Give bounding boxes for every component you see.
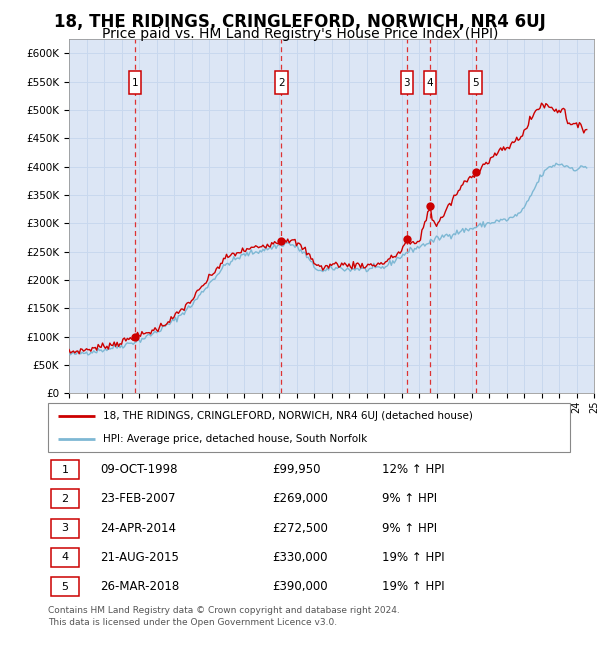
Text: 3: 3 — [61, 523, 68, 533]
Text: 26-MAR-2018: 26-MAR-2018 — [100, 580, 179, 593]
Text: 4: 4 — [61, 552, 68, 562]
Text: £330,000: £330,000 — [272, 551, 328, 564]
Text: £269,000: £269,000 — [272, 493, 328, 506]
Text: 18, THE RIDINGS, CRINGLEFORD, NORWICH, NR4 6UJ: 18, THE RIDINGS, CRINGLEFORD, NORWICH, N… — [54, 13, 546, 31]
Text: £272,500: £272,500 — [272, 521, 328, 534]
Text: 3: 3 — [404, 77, 410, 88]
Bar — [401, 72, 413, 94]
Text: 12% ↑ HPI: 12% ↑ HPI — [382, 463, 445, 476]
Bar — [50, 460, 79, 479]
Text: 5: 5 — [61, 582, 68, 592]
Text: 18, THE RIDINGS, CRINGLEFORD, NORWICH, NR4 6UJ (detached house): 18, THE RIDINGS, CRINGLEFORD, NORWICH, N… — [103, 411, 473, 421]
Text: 2: 2 — [61, 494, 68, 504]
Text: 9% ↑ HPI: 9% ↑ HPI — [382, 493, 437, 506]
Bar — [50, 548, 79, 567]
Text: 2: 2 — [278, 77, 285, 88]
Bar — [275, 72, 287, 94]
Text: 5: 5 — [472, 77, 479, 88]
Text: 21-AUG-2015: 21-AUG-2015 — [100, 551, 179, 564]
Bar — [424, 72, 436, 94]
Text: 24-APR-2014: 24-APR-2014 — [100, 521, 176, 534]
Text: 23-FEB-2007: 23-FEB-2007 — [100, 493, 176, 506]
FancyBboxPatch shape — [48, 403, 570, 452]
Text: Contains HM Land Registry data © Crown copyright and database right 2024.
This d: Contains HM Land Registry data © Crown c… — [48, 606, 400, 627]
Text: 19% ↑ HPI: 19% ↑ HPI — [382, 580, 445, 593]
Bar — [129, 72, 141, 94]
Text: 09-OCT-1998: 09-OCT-1998 — [100, 463, 178, 476]
Text: HPI: Average price, detached house, South Norfolk: HPI: Average price, detached house, Sout… — [103, 434, 367, 443]
Text: 19% ↑ HPI: 19% ↑ HPI — [382, 551, 445, 564]
Text: 1: 1 — [61, 465, 68, 474]
Bar — [50, 577, 79, 596]
Text: 4: 4 — [427, 77, 434, 88]
Bar — [50, 489, 79, 508]
Text: 9% ↑ HPI: 9% ↑ HPI — [382, 521, 437, 534]
Text: Price paid vs. HM Land Registry's House Price Index (HPI): Price paid vs. HM Land Registry's House … — [102, 27, 498, 42]
Text: £390,000: £390,000 — [272, 580, 328, 593]
Bar — [50, 519, 79, 538]
Bar — [469, 72, 482, 94]
Text: 1: 1 — [131, 77, 138, 88]
Text: £99,950: £99,950 — [272, 463, 321, 476]
